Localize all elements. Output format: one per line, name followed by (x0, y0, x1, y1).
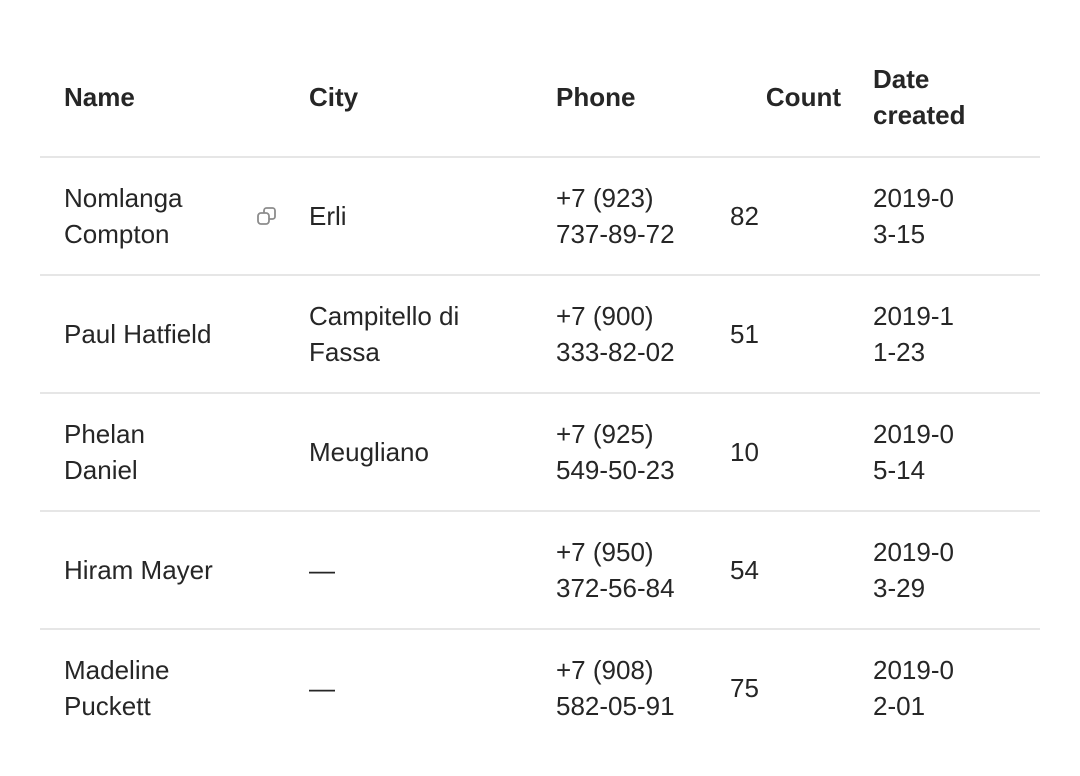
phone-text: +7 (925) 549-50-23 (556, 419, 675, 485)
phone-text: +7 (908) 582-05-91 (556, 655, 675, 721)
column-header-phone[interactable]: Phone (532, 42, 730, 158)
data-table: Name City Phone Count Date created Nomla… (40, 42, 1040, 746)
count-cell: 75 (730, 629, 849, 746)
name-cell: Nomlanga Compton (40, 157, 285, 276)
phone-cell: +7 (908) 582-05-91 (532, 629, 730, 746)
phone-text: +7 (950) 372-56-84 (556, 537, 675, 603)
date-cell: 2019-03-29 (849, 511, 1040, 630)
column-header-date-created[interactable]: Date created (849, 42, 1040, 158)
city-cell: — (285, 511, 532, 630)
count-text: 75 (730, 673, 759, 703)
count-cell: 82 (730, 157, 849, 276)
city-cell: — (309, 673, 335, 703)
name-cell: Paul Hatfield (40, 275, 285, 394)
date-cell: 2019-11-23 (849, 275, 1040, 394)
count-text: 54 (730, 555, 759, 585)
column-header-count[interactable]: Count (730, 42, 849, 158)
city-cell: Campitello di Fassa (285, 275, 532, 394)
name-cell: Phelan Daniel (40, 393, 285, 512)
name-cell: Madeline Puckett (64, 655, 170, 721)
count-text: 10 (730, 437, 759, 467)
date-text: 2019-03-29 (873, 537, 954, 603)
name-text: Nomlanga Compton (64, 183, 183, 249)
count-cell: 54 (730, 511, 849, 630)
phone-cell: +7 (925) 549-50-23 (532, 393, 730, 512)
date-cell: 2019-05-14 (849, 393, 1040, 512)
column-header-name[interactable]: Name (40, 42, 285, 158)
phone-text: +7 (923) 737-89-72 (556, 183, 675, 249)
phone-text: +7 (900) 333-82-02 (556, 301, 675, 367)
table-header: Name City Phone Count Date created (40, 42, 1040, 158)
copy-icon[interactable] (255, 204, 279, 228)
table-row[interactable]: Paul Hatfield Campitello di Fassa +7 (90… (40, 275, 1040, 394)
date-text: 2019-03-15 (873, 183, 954, 249)
date-cell: 2019-03-15 (849, 157, 1040, 276)
phone-cell: +7 (923) 737-89-72 (532, 157, 730, 276)
date-cell: 2019-02-01 (849, 629, 1040, 746)
table-row[interactable]: Phelan Daniel Meugliano +7 (925) 549-50-… (40, 393, 1040, 512)
count-text: 82 (730, 201, 759, 231)
city-cell: Erli (285, 157, 532, 276)
table-row[interactable]: Hiram Mayer — +7 (950) 372-56-84 54 2019… (40, 511, 1040, 630)
table-body: Nomlanga Compton Erli +7 (923) 737-89-72… (40, 157, 1040, 746)
date-text: 2019-05-14 (873, 419, 954, 485)
count-cell: 51 (730, 275, 849, 394)
name-cell: Hiram Mayer (40, 511, 285, 630)
city-cell: Meugliano (285, 393, 532, 512)
phone-cell: +7 (950) 372-56-84 (532, 511, 730, 630)
date-text: 2019-11-23 (873, 301, 954, 367)
table-row[interactable]: Madeline Puckett — +7 (908) 582-05-91 75… (40, 629, 1040, 746)
count-text: 51 (730, 319, 759, 349)
header-row: Name City Phone Count Date created (40, 42, 1040, 158)
column-header-city[interactable]: City (285, 42, 532, 158)
phone-cell: +7 (900) 333-82-02 (532, 275, 730, 394)
count-cell: 10 (730, 393, 849, 512)
table-row[interactable]: Nomlanga Compton Erli +7 (923) 737-89-72… (40, 157, 1040, 276)
data-table-container: Name City Phone Count Date created Nomla… (40, 42, 1040, 746)
date-text: 2019-02-01 (873, 655, 954, 721)
